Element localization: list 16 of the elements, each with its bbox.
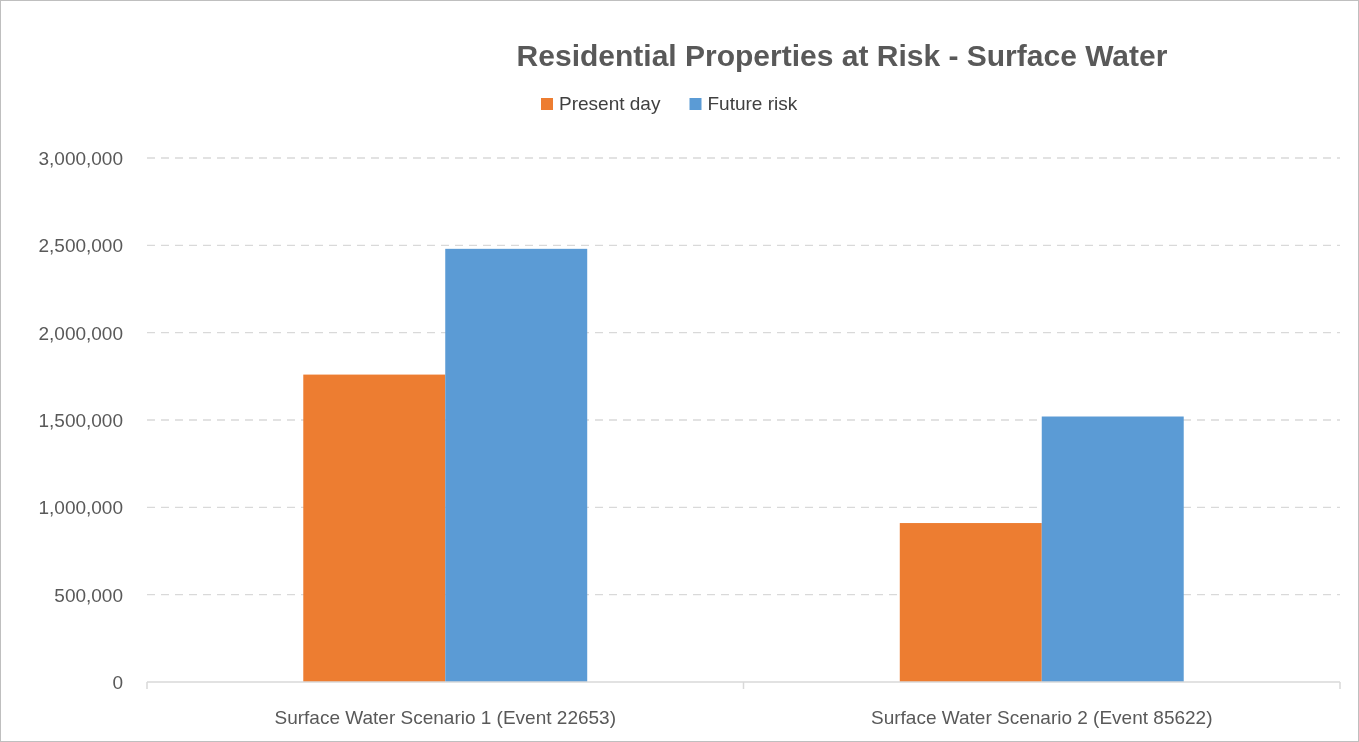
x-tick-label: Surface Water Scenario 1 (Event 22653) [274,707,616,728]
y-tick-label: 0 [112,672,123,693]
y-tick-label: 500,000 [54,584,123,606]
bar [445,248,588,682]
bar [1041,416,1184,682]
y-tick-label: 2,500,000 [38,235,123,257]
x-tick-label: Surface Water Scenario 2 (Event 85622) [871,707,1213,728]
y-tick-label: 1,000,000 [38,497,123,519]
y-tick-label: 2,000,000 [38,322,123,344]
legend-label: Future risk [707,93,798,114]
chart-title: Residential Properties at Risk - Surface Water [516,39,1168,72]
legend-label: Present day [559,93,661,114]
y-tick-label: 1,500,000 [38,410,123,431]
bar [899,523,1042,682]
y-tick-label: 3,000,000 [38,148,123,169]
bar [303,374,446,682]
